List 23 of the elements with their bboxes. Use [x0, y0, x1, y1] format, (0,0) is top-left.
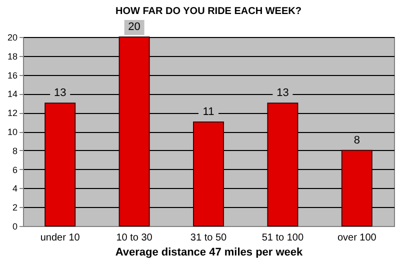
y-tick-label: 12	[7, 108, 18, 118]
y-tick-label: 4	[12, 184, 18, 194]
data-label: 11	[202, 106, 214, 118]
chart-title: HOW FAR DO YOU RIDE EACH WEEK?	[116, 6, 302, 17]
y-tick-label: 20	[7, 32, 18, 42]
x-tick-label: over 100	[337, 232, 377, 244]
data-label: 13	[276, 87, 289, 100]
y-tick-label: 6	[12, 164, 18, 175]
y-tick-label: 0	[12, 222, 18, 232]
x-tick-label: under 10	[40, 232, 80, 244]
y-tick-label: 18	[7, 51, 18, 62]
y-tick-label: 14	[7, 89, 18, 100]
y-tick-label: 2	[12, 202, 18, 213]
x-tick-label: 31 to 50	[190, 232, 228, 244]
x-tick-label: 51 to 100	[262, 232, 304, 244]
data-label: 20	[128, 21, 140, 33]
data-label: 13	[54, 87, 66, 100]
x-axis-title: Average distance 47 miles per week	[115, 246, 304, 258]
data-label: 8	[354, 134, 360, 146]
y-tick-label: 10	[7, 127, 18, 137]
x-tick-label: 10 to 30	[116, 232, 153, 244]
y-tick-label: 8	[12, 146, 18, 156]
y-tick-label: 16	[7, 70, 18, 80]
